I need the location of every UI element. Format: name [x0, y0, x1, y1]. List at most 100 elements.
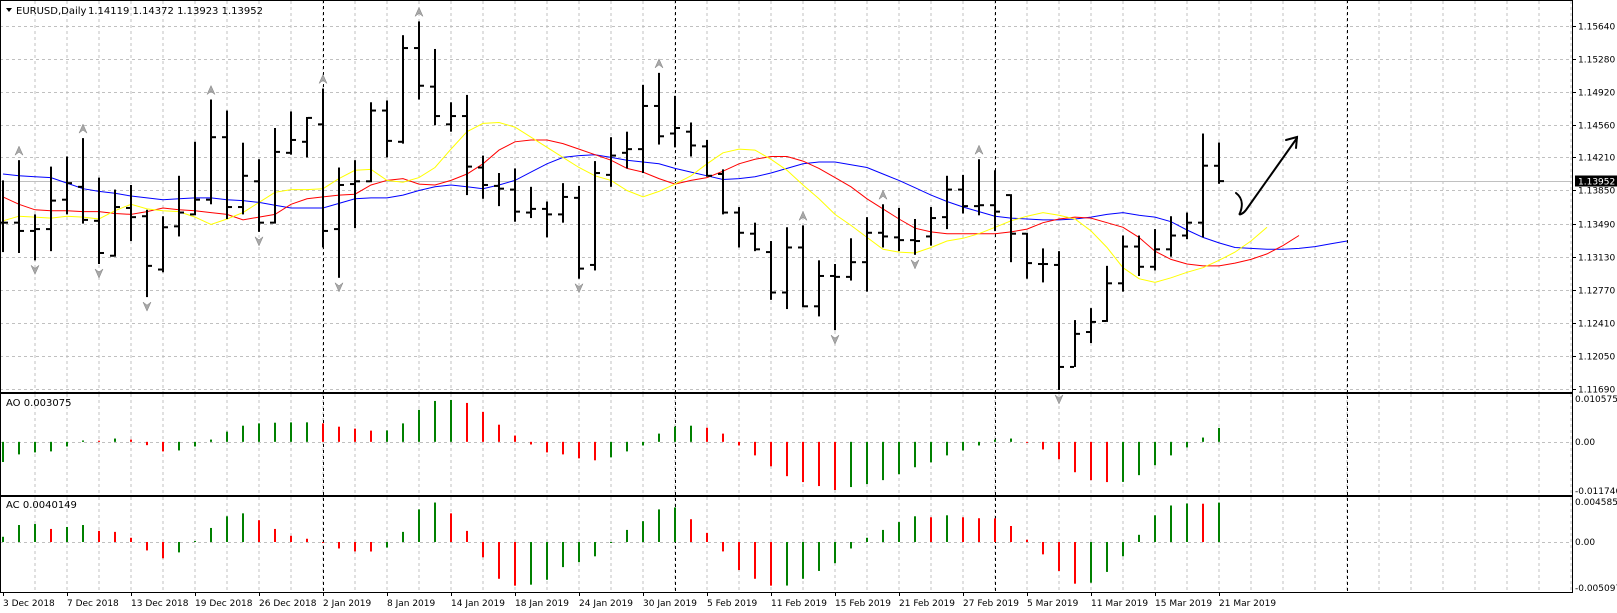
ao-bar: [322, 423, 324, 442]
date-tick-label: 14 Jan 2019: [451, 599, 505, 609]
bar-close-tick: [4, 221, 8, 224]
bar-close-tick: [452, 115, 456, 118]
bar-close-tick: [1220, 180, 1224, 183]
ac-bar: [1042, 541, 1044, 555]
price-axis[interactable]: 1.15640 1.15280 1.14920 1.14560 1.14210 1.138…: [1572, 23, 1617, 595]
ao-bar: [914, 441, 916, 468]
bar-close-tick: [1172, 234, 1176, 237]
bar-open-tick: [750, 232, 754, 235]
bar-range: [946, 175, 948, 230]
bar-range: [882, 204, 884, 248]
bar-range: [194, 141, 196, 216]
ac-bar: [690, 519, 692, 542]
ohlc-bar: [270, 128, 280, 224]
bar-open-tick: [974, 205, 978, 208]
date-axis[interactable]: 3 Dec 2018 7 Dec 2018 13 Dec 2018 19 Dec 20…: [3, 592, 1276, 609]
ohlc-bar: [334, 167, 344, 278]
ac-bar: [802, 541, 804, 579]
ohlc-bar: [222, 110, 232, 219]
ohlc-bar: [638, 84, 648, 174]
bar-range: [834, 264, 836, 331]
ac-bar: [194, 541, 196, 543]
ac-bar: [914, 516, 916, 542]
bar-close-tick: [612, 154, 616, 157]
ao-bar: [994, 439, 996, 442]
ao-bar: [930, 441, 932, 463]
ao-bar: [402, 423, 404, 442]
price-panel[interactable]: EURUSD,Daily 1.14119 1.14372 1.13923 1.1…: [0, 6, 1572, 405]
ac-bar: [1186, 503, 1188, 542]
ohlc-bar: [926, 207, 936, 246]
bar-range: [1170, 216, 1172, 257]
bar-range: [2, 180, 4, 253]
ohlc-bar: [206, 99, 216, 205]
bar-range: [1010, 194, 1012, 263]
bar-range: [530, 186, 532, 219]
bar-range: [434, 48, 436, 126]
ao-bar: [1058, 441, 1060, 460]
fractal-down-icon: [830, 334, 840, 345]
fractal-down-icon: [94, 268, 104, 279]
ac-bar: [338, 541, 340, 549]
bar-open-tick: [318, 123, 322, 126]
ao-bar: [2, 441, 4, 462]
ac-bar: [50, 528, 52, 542]
ohlc-bar: [942, 175, 952, 230]
ohlc-bar: [878, 204, 888, 248]
ohlc-bar: [398, 35, 408, 144]
bar-open-tick: [158, 268, 162, 271]
bar-range: [514, 168, 516, 222]
bar-open-tick: [1150, 265, 1154, 268]
ao-bar: [1074, 441, 1076, 473]
ao-bar: [482, 411, 484, 442]
bar-range: [210, 99, 212, 205]
bar-range: [1138, 235, 1140, 276]
bar-close-tick: [324, 229, 328, 232]
ohlc-bar: [142, 209, 152, 298]
bar-close-tick: [116, 206, 120, 209]
ac-bar: [482, 541, 484, 558]
date-tick-label: 7 Dec 2018: [67, 599, 119, 609]
ohlc-bar: [126, 184, 136, 242]
bar-range: [98, 177, 100, 265]
bar-close-tick: [356, 180, 360, 183]
bar-close-tick: [1156, 248, 1160, 251]
ohlc-bar: [414, 21, 424, 100]
collapse-triangle-icon[interactable]: [6, 8, 12, 12]
bar-range: [1218, 142, 1220, 184]
ohlc-bar: [510, 168, 520, 222]
bar-range: [274, 128, 276, 224]
ohlc-bars: [0, 21, 1224, 390]
ao-bar: [834, 441, 836, 490]
ao-bar: [306, 422, 308, 442]
price-tick-label: 1.14210: [1578, 154, 1615, 164]
ao-axis-label: 0.010575: [1575, 395, 1617, 405]
ao-bar: [162, 441, 164, 452]
ohlc-bar: [718, 169, 728, 215]
ao-bar: [754, 441, 756, 456]
bar-close-tick: [836, 275, 840, 278]
ao-bar: [1186, 441, 1188, 448]
ohlc-bar: [526, 186, 536, 219]
price-tick-label: 1.13490: [1578, 221, 1615, 231]
bar-open-tick: [606, 173, 610, 176]
ac-bar: [274, 528, 276, 542]
bar-close-tick: [372, 109, 376, 112]
bar-close-tick: [596, 172, 600, 175]
ac-panel[interactable]: AC 0.0040149: [2, 500, 1220, 586]
ao-panel[interactable]: AO 0.003075: [2, 398, 1220, 490]
price-tick-label: 1.13130: [1578, 254, 1615, 264]
bar-open-tick: [14, 221, 18, 224]
bar-open-tick: [638, 148, 642, 151]
bar-open-tick: [94, 219, 98, 222]
ohlc-bar: [1118, 235, 1128, 292]
hand-drawn-arrow-annotation[interactable]: [1235, 137, 1298, 216]
ac-bar: [738, 541, 740, 571]
bar-range: [818, 260, 820, 317]
ao-bar: [1218, 427, 1220, 442]
ao-bar: [434, 400, 436, 442]
bar-open-tick: [1214, 164, 1218, 167]
bar-range: [1154, 229, 1156, 271]
bar-range: [642, 84, 644, 174]
